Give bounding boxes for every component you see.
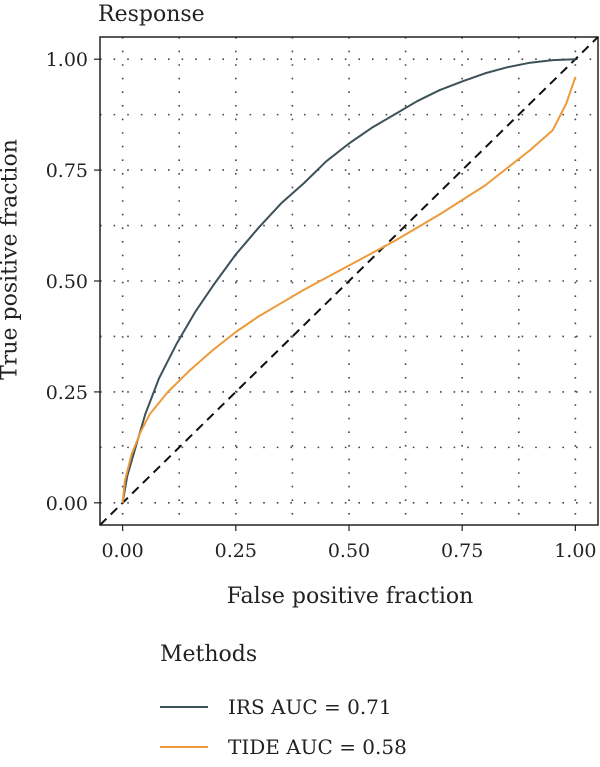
- legend-key-tide: [160, 746, 208, 748]
- legend-item-tide: TIDE AUC = 0.58: [160, 727, 407, 767]
- legend: Methods IRS AUC = 0.71 TIDE AUC = 0.58: [160, 642, 407, 767]
- chart-title: Response: [98, 2, 205, 27]
- y-tick-label: 1.00: [46, 49, 88, 71]
- legend-title: Methods: [160, 642, 258, 667]
- series-line-irs: [121, 58, 576, 503]
- x-tick-label: 1.00: [554, 540, 596, 562]
- y-tick-label: 0.25: [46, 382, 88, 404]
- x-tick-label: 0.25: [215, 540, 257, 562]
- series-lines: [121, 58, 577, 503]
- legend-key-irs: [160, 706, 208, 708]
- legend-item-irs: IRS AUC = 0.71: [160, 687, 407, 727]
- tick-labels: 0.00 0.00 0.25 0.25 0.50 0.50 0.75 0.75 1.00 1.00: [46, 49, 597, 562]
- x-tick-label: 0.75: [441, 540, 483, 562]
- series-line-tide: [121, 76, 577, 503]
- reference-diagonal-line: [99, 36, 599, 526]
- y-tick-label: 0.00: [46, 493, 88, 515]
- legend-label-tide: TIDE AUC = 0.58: [228, 735, 407, 759]
- x-tick-label: 0.00: [101, 540, 143, 562]
- legend-label-irs: IRS AUC = 0.71: [228, 695, 392, 719]
- y-tick-label: 0.50: [46, 271, 88, 293]
- x-tick-label: 0.50: [328, 540, 370, 562]
- y-axis-label: True positive fraction: [0, 139, 23, 380]
- x-axis-label: False positive fraction: [226, 584, 474, 609]
- grid: [100, 37, 598, 525]
- y-tick-label: 0.75: [46, 160, 88, 182]
- roc-chart: 0.00 0.00 0.25 0.25 0.50 0.50 0.75 0.75 1.00 1.00: [46, 36, 599, 562]
